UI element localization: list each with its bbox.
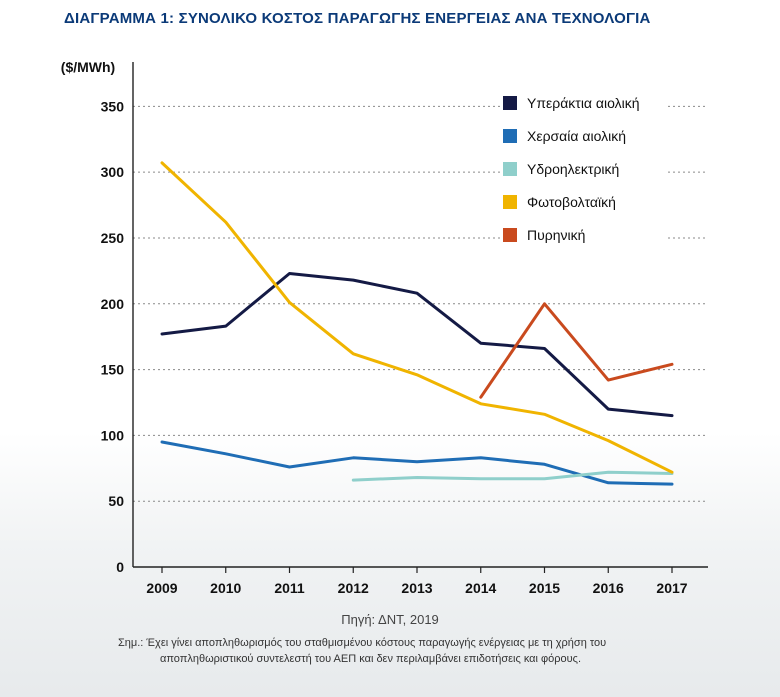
series-line-3 <box>351 470 674 482</box>
series-line-5 <box>479 302 674 399</box>
y-tick-label: 0 <box>116 559 124 575</box>
legend-swatch <box>503 129 517 143</box>
y-tick-label: 350 <box>101 98 125 114</box>
y-axis-label: ($/MWh) <box>61 59 115 75</box>
line-chart: 0 50 100 150 200 250 300 350 ($/MWh) 2009 2010 2011… <box>61 59 708 596</box>
footnote-line-2: αποπληθωριστικού συντελεστή του ΑΕΠ και … <box>160 653 582 665</box>
legend-label: Χερσαία αιολική <box>527 128 626 144</box>
legend-label: Πυρηνική <box>527 227 585 243</box>
legend-bg <box>501 158 667 180</box>
series-line-1 <box>160 272 674 418</box>
footnote-line-1: Σημ.: Έχει γίνει αποπληθωρισμός του σταθ… <box>118 637 607 649</box>
x-tick-label: 2015 <box>529 580 560 596</box>
y-tick-label: 250 <box>101 230 125 246</box>
legend-swatch <box>503 228 517 242</box>
legend-bg <box>501 125 667 147</box>
legend-swatch <box>503 162 517 176</box>
y-tick-label: 150 <box>101 362 125 378</box>
legend-swatch <box>503 195 517 209</box>
x-tick-label: 2012 <box>338 580 369 596</box>
y-tick-label: 200 <box>101 296 125 312</box>
y-tick-label: 100 <box>101 427 125 443</box>
y-tick-label: 300 <box>101 164 125 180</box>
legend-label: Φωτοβολταϊκή <box>527 194 616 210</box>
footnote: Σημ.: Έχει γίνει αποπληθωρισμός του σταθ… <box>118 635 718 667</box>
legend-label: Υπεράκτια αιολική <box>527 95 640 111</box>
x-tick-label: 2009 <box>146 580 177 596</box>
y-tick-label: 50 <box>108 493 124 509</box>
x-tick-label: 2011 <box>274 580 305 596</box>
x-tick-label: 2016 <box>593 580 624 596</box>
source-note: Πηγή: ΔΝΤ, 2019 <box>341 612 439 627</box>
legend-bg <box>501 92 667 114</box>
x-tick-label: 2010 <box>210 580 241 596</box>
chart-title: ΔΙΑΓΡΑΜΜΑ 1: ΣΥΝΟΛΙΚΟ ΚΟΣΤΟΣ ΠΑΡΑΓΩΓΗΣ Ε… <box>64 10 651 27</box>
legend-bg <box>501 224 667 246</box>
series-line-2 <box>160 440 674 486</box>
x-tick-label: 2017 <box>656 580 687 596</box>
x-tick-label: 2013 <box>401 580 432 596</box>
x-tick-label: 2014 <box>465 580 496 596</box>
legend-label: Υδροηλεκτρική <box>527 161 619 177</box>
legend-swatch <box>503 96 517 110</box>
series-line-4 <box>160 161 674 474</box>
legend-bg <box>501 191 667 213</box>
